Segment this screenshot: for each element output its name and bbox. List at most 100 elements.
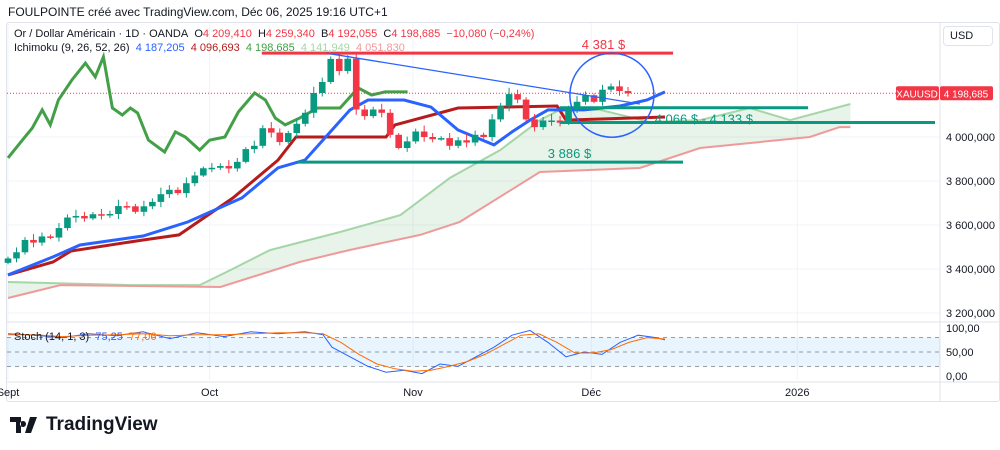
level-label: 3 886 $ bbox=[548, 146, 592, 161]
time-tick-label: 2026 bbox=[785, 387, 809, 399]
stoch-d-line bbox=[8, 332, 666, 372]
ichimoku-cloud bbox=[8, 104, 851, 298]
candle-up bbox=[548, 120, 555, 122]
candle-up bbox=[318, 82, 326, 93]
candle-up bbox=[259, 128, 267, 146]
currency-button[interactable]: USD bbox=[943, 26, 993, 46]
candle-up bbox=[234, 161, 241, 169]
candle-up bbox=[64, 217, 71, 229]
candle-down bbox=[335, 58, 343, 71]
candle-up bbox=[310, 93, 318, 113]
candle-down bbox=[123, 206, 131, 208]
candle-down bbox=[429, 137, 436, 140]
open-value: 4 209,410 bbox=[202, 28, 252, 40]
high-label: H bbox=[257, 28, 266, 40]
time-tick-label: Oct bbox=[201, 387, 218, 399]
candle-down bbox=[395, 134, 402, 148]
tenkan-value: 4 187,205 bbox=[135, 42, 185, 54]
candle-up bbox=[573, 101, 581, 109]
candle-up bbox=[369, 109, 377, 117]
candle-up bbox=[4, 258, 12, 263]
candle-up bbox=[284, 133, 292, 143]
candle-up bbox=[505, 94, 513, 107]
candle-up bbox=[454, 140, 462, 146]
candle-up bbox=[200, 168, 207, 176]
candle-up bbox=[471, 134, 479, 143]
candle-up bbox=[191, 175, 199, 184]
ichimoku-label[interactable]: Ichimoku (9, 26, 52, 26) bbox=[14, 42, 130, 54]
stoch-tick-label: 0,00 bbox=[946, 371, 967, 383]
candle-down bbox=[463, 140, 470, 143]
chikou-line bbox=[6, 51, 408, 159]
candle-down bbox=[522, 99, 530, 120]
tradingview-logo[interactable]: TradingView bbox=[10, 414, 158, 436]
candle-up bbox=[106, 214, 114, 216]
candle-down bbox=[420, 131, 428, 137]
candle-down bbox=[531, 119, 538, 128]
time-tick-label: Nov bbox=[403, 387, 423, 399]
candle-up bbox=[13, 252, 20, 259]
stoch-tick-label: 50,00 bbox=[946, 347, 974, 359]
candle-down bbox=[616, 86, 623, 92]
candle-down bbox=[361, 109, 369, 117]
candle-up bbox=[183, 183, 190, 194]
candle-up bbox=[89, 214, 97, 219]
candle-up bbox=[327, 58, 335, 82]
price-tick-label: 4 000,000 bbox=[946, 132, 995, 144]
candle-up bbox=[607, 86, 615, 90]
low-value: 4 192,055 bbox=[328, 28, 378, 40]
candle-down bbox=[174, 189, 182, 194]
level-label: 4 381 $ bbox=[582, 37, 626, 52]
candle-up bbox=[157, 194, 165, 202]
candle-down bbox=[352, 58, 360, 110]
kijun-value: 4 096,693 bbox=[190, 42, 240, 54]
candle-up bbox=[497, 106, 504, 120]
time-tick-label: Sept bbox=[0, 387, 19, 399]
candle-up bbox=[242, 149, 250, 162]
symbol-tag bbox=[896, 86, 939, 101]
candle-down bbox=[480, 134, 487, 137]
ichimoku-legend: Ichimoku (9, 26, 52, 26) 4 187,205 4 096… bbox=[14, 42, 405, 54]
span-a-line bbox=[7, 103, 851, 287]
candle-down bbox=[225, 166, 233, 169]
candle-up bbox=[208, 167, 216, 170]
change-value: −10,080 (−0,24%) bbox=[446, 28, 535, 40]
candle-up bbox=[488, 119, 496, 137]
candle-up bbox=[72, 215, 80, 218]
price-tag bbox=[940, 86, 993, 101]
candle-down bbox=[81, 215, 88, 219]
price-tick-label: 3 200,000 bbox=[946, 308, 995, 320]
price-tag-text: 4 198,685 bbox=[944, 89, 989, 100]
time-tick-label: Déc bbox=[581, 387, 601, 399]
span-a-value: 4 141,949 bbox=[300, 42, 350, 54]
low-label: B bbox=[320, 28, 329, 40]
level-label: 4 066 $ - 4 133 $ bbox=[655, 112, 754, 127]
stoch-legend: Stoch (14, 1, 3) 75,25 77,06 bbox=[14, 331, 157, 343]
candle-down bbox=[132, 206, 139, 212]
close-label: C bbox=[383, 28, 392, 40]
candle-down bbox=[624, 91, 632, 94]
price-tick-label: 3 800,000 bbox=[946, 176, 995, 188]
candle-up bbox=[140, 206, 148, 212]
candle-down bbox=[276, 132, 284, 143]
stoch-d-value: 77,06 bbox=[129, 331, 157, 343]
span-b-line bbox=[7, 126, 851, 299]
candle-up bbox=[412, 131, 419, 142]
candle-up bbox=[539, 120, 547, 128]
span-b-value: 4 051,830 bbox=[355, 42, 405, 54]
candle-down bbox=[98, 214, 105, 216]
candle-down bbox=[378, 109, 385, 113]
candle-up bbox=[403, 141, 411, 148]
candle-down bbox=[47, 236, 54, 238]
candle-up bbox=[166, 189, 173, 195]
candle-up bbox=[217, 166, 224, 168]
candle-down bbox=[514, 94, 521, 100]
candle-down bbox=[386, 112, 394, 135]
symbol-name[interactable]: Or / Dollar Américain · 1D · OANDA bbox=[14, 28, 189, 40]
stoch-label[interactable]: Stoch (14, 1, 3) bbox=[14, 331, 90, 343]
candle-up bbox=[38, 236, 46, 243]
kijun-line bbox=[7, 104, 666, 277]
candle-up bbox=[599, 89, 606, 102]
candle-up bbox=[301, 112, 309, 124]
